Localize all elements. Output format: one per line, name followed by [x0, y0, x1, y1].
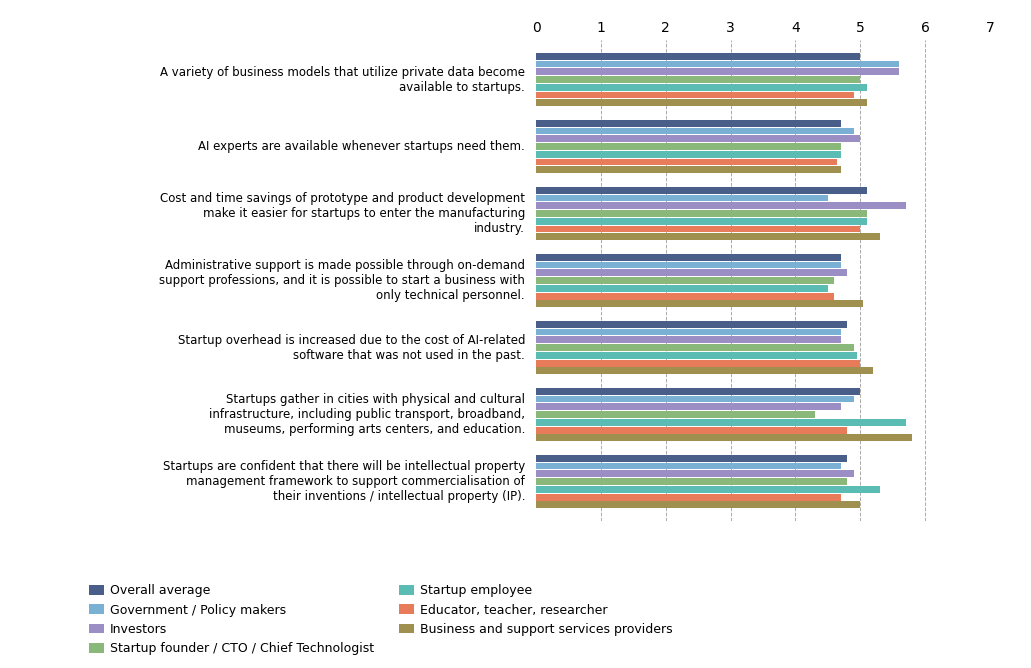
- Bar: [536, 352, 857, 359]
- Bar: [536, 194, 828, 202]
- Text: Startups gather in cities with physical and cultural
infrastructure, including p: Startups gather in cities with physical …: [209, 393, 525, 436]
- Text: AI experts are available whenever startups need them.: AI experts are available whenever startu…: [198, 140, 525, 153]
- Bar: [536, 166, 840, 173]
- Bar: [536, 359, 860, 367]
- Bar: [536, 434, 912, 442]
- Bar: [536, 419, 905, 426]
- Text: Administrative support is made possible through on-demand
support professions, a: Administrative support is made possible …: [159, 259, 525, 302]
- Bar: [536, 388, 860, 395]
- Bar: [536, 269, 847, 276]
- Bar: [536, 92, 854, 98]
- Bar: [536, 202, 905, 209]
- Bar: [536, 100, 867, 106]
- Bar: [536, 262, 840, 269]
- Bar: [536, 285, 828, 292]
- Bar: [536, 344, 854, 351]
- Legend: Overall average, Government / Policy makers, Investors, Startup founder / CTO / : Overall average, Government / Policy mak…: [89, 584, 673, 655]
- Bar: [536, 120, 840, 127]
- Bar: [536, 128, 854, 134]
- Bar: [536, 61, 899, 67]
- Bar: [536, 403, 840, 410]
- Bar: [536, 187, 867, 194]
- Bar: [536, 321, 847, 328]
- Bar: [536, 277, 834, 284]
- Bar: [536, 136, 860, 142]
- Bar: [536, 395, 854, 403]
- Bar: [536, 84, 867, 91]
- Text: Startups are confident that there will be intellectual property
management frame: Startups are confident that there will b…: [163, 460, 525, 503]
- Bar: [536, 367, 873, 374]
- Bar: [536, 411, 814, 418]
- Bar: [536, 151, 840, 158]
- Bar: [536, 226, 860, 232]
- Bar: [536, 470, 854, 477]
- Bar: [536, 455, 847, 462]
- Bar: [536, 158, 837, 166]
- Bar: [536, 143, 840, 150]
- Bar: [536, 486, 879, 493]
- Bar: [536, 463, 840, 470]
- Bar: [536, 478, 847, 485]
- Bar: [536, 502, 860, 508]
- Bar: [536, 68, 899, 75]
- Bar: [536, 53, 860, 59]
- Bar: [536, 337, 840, 343]
- Text: Cost and time savings of prototype and product development
make it easier for st: Cost and time savings of prototype and p…: [160, 192, 525, 235]
- Bar: [536, 494, 840, 500]
- Bar: [536, 293, 834, 299]
- Text: Startup overhead is increased due to the cost of AI-related
software that was no: Startup overhead is increased due to the…: [177, 333, 525, 361]
- Bar: [536, 329, 840, 335]
- Bar: [536, 233, 879, 240]
- Bar: [536, 218, 867, 224]
- Bar: [536, 427, 847, 434]
- Bar: [536, 301, 863, 307]
- Text: A variety of business models that utilize private data become
available to start: A variety of business models that utiliz…: [160, 65, 525, 94]
- Bar: [536, 254, 840, 261]
- Bar: [536, 76, 860, 83]
- Bar: [536, 210, 867, 217]
